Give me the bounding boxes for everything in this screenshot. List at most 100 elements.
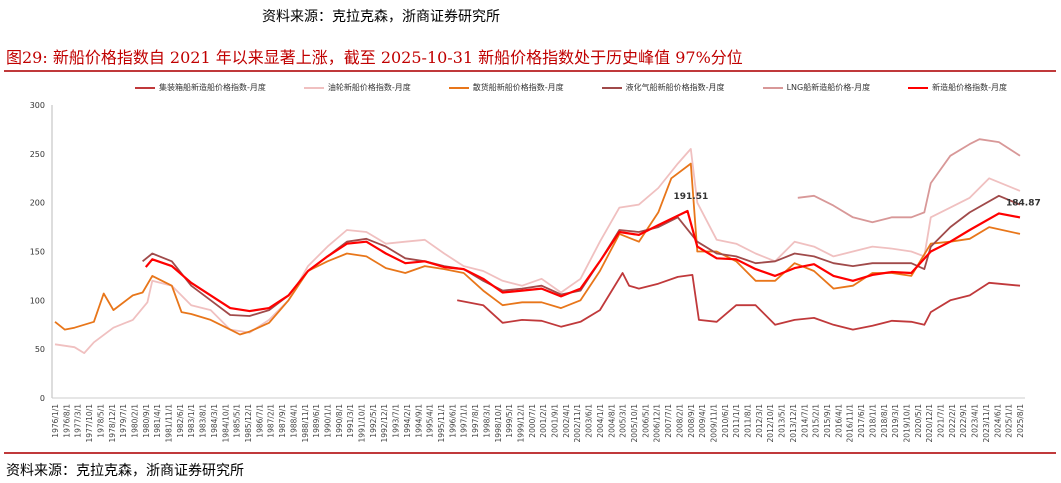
x-tick-label: 1990/8/1 bbox=[335, 404, 344, 438]
x-tick-label: 2009/4/1 bbox=[698, 404, 707, 438]
legend-item: 集装箱船新造船价格指数-月度 bbox=[135, 82, 266, 93]
legend-item: LNG船新造船价格-月度 bbox=[762, 82, 871, 93]
x-tick-label: 1981/4/1 bbox=[153, 404, 162, 438]
x-tick-label: 2021/7/1 bbox=[937, 404, 946, 438]
x-tick-label: 2012/3/1 bbox=[755, 404, 764, 438]
series-line bbox=[797, 138, 1021, 224]
x-tick-label: 1994/2/1 bbox=[403, 404, 412, 438]
x-tick-label: 1976/8/1 bbox=[62, 404, 71, 438]
x-tick-label: 1997/8/1 bbox=[471, 404, 480, 438]
legend-label: 新造船价格指数-月度 bbox=[932, 83, 1007, 92]
x-tick-label: 1983/8/1 bbox=[199, 404, 208, 438]
source-top: 资料来源：克拉克森，浙商证券研究所 bbox=[262, 9, 500, 25]
legend-label: 油轮新船价格指数-月度 bbox=[327, 83, 411, 92]
x-tick-label: 1998/10/1 bbox=[494, 404, 503, 443]
x-tick-label: 1989/6/1 bbox=[312, 404, 321, 438]
legend-swatch bbox=[303, 86, 324, 89]
series-line bbox=[457, 272, 1021, 331]
x-tick-label: 2006/12/1 bbox=[653, 404, 662, 443]
x-tick-label: 1999/5/1 bbox=[505, 404, 514, 438]
legend-label: 液化气船新船价格指数-月度 bbox=[625, 83, 725, 92]
legend-item: 液化气船新船价格指数-月度 bbox=[601, 82, 725, 93]
x-tick-label: 1987/9/1 bbox=[278, 404, 287, 438]
x-tick-label: 1978/12/1 bbox=[108, 404, 117, 443]
x-tick-label: 1998/3/1 bbox=[482, 404, 491, 438]
x-tick-label: 2018/8/1 bbox=[880, 404, 889, 438]
legend-swatch bbox=[762, 86, 783, 89]
x-tick-label: 1979/7/1 bbox=[119, 404, 128, 438]
x-tick-label: 2009/11/1 bbox=[709, 404, 718, 443]
x-tick-label: 2016/11/1 bbox=[846, 404, 855, 443]
x-tick-label: 1994/9/1 bbox=[414, 404, 423, 438]
x-tick-label: 2025/8/1 bbox=[1016, 404, 1025, 438]
x-tick-label: 2020/5/1 bbox=[914, 404, 923, 438]
source-bottom: 资料来源：克拉克森，浙商证券研究所 bbox=[6, 463, 244, 479]
legend-label: 集装箱船新造船价格指数-月度 bbox=[159, 83, 266, 92]
x-tick-label: 1988/4/1 bbox=[289, 404, 298, 438]
x-tick-label: 1984/10/1 bbox=[221, 404, 230, 443]
x-tick-label: 2001/9/1 bbox=[551, 404, 560, 438]
x-tick-label: 1976/1/1 bbox=[51, 404, 60, 438]
x-tick-label: 1992/5/1 bbox=[369, 404, 378, 438]
footer-divider bbox=[4, 452, 1056, 454]
x-tick-label: 2004/8/1 bbox=[607, 404, 616, 438]
x-tick-label: 1995/11/1 bbox=[437, 404, 446, 443]
x-tick-label: 2019/3/1 bbox=[891, 404, 900, 438]
x-tick-label: 2017/6/1 bbox=[857, 404, 866, 438]
x-tick-label: 1985/12/1 bbox=[244, 404, 253, 443]
x-tick-label: 1990/1/1 bbox=[323, 404, 332, 438]
legend-item: 新造船价格指数-月度 bbox=[908, 82, 1007, 93]
x-tick-label: 2000/7/1 bbox=[528, 404, 537, 438]
data-label: 191.51 bbox=[674, 192, 709, 202]
x-tick-label: 1980/2/1 bbox=[130, 404, 139, 438]
x-tick-label: 1996/6/1 bbox=[448, 404, 457, 438]
x-tick-label: 1988/11/1 bbox=[301, 404, 310, 443]
x-tick-label: 2018/1/1 bbox=[868, 404, 877, 438]
y-tick-label: 300 bbox=[30, 101, 45, 110]
x-tick-label: 2012/10/1 bbox=[766, 404, 775, 443]
series-line bbox=[144, 209, 1021, 313]
legend-item: 油轮新船价格指数-月度 bbox=[303, 82, 411, 93]
x-tick-label: 1980/9/1 bbox=[142, 404, 151, 438]
x-tick-label: 2007/7/1 bbox=[664, 404, 673, 438]
x-tick-label: 2002/11/1 bbox=[573, 404, 582, 443]
x-tick-label: 1977/10/1 bbox=[85, 404, 94, 443]
y-tick-label: 200 bbox=[30, 199, 45, 208]
x-tick-label: 2011/8/1 bbox=[744, 404, 753, 438]
x-tick-label: 2024/6/1 bbox=[993, 404, 1002, 438]
x-tick-label: 2003/6/1 bbox=[585, 404, 594, 438]
figure-title: 图29: 新船价格指数自 2021 年以来显著上涨，截至 2025-10-31 … bbox=[6, 48, 743, 67]
y-tick-label: 50 bbox=[35, 345, 45, 354]
x-tick-label: 2022/2/1 bbox=[948, 404, 957, 438]
x-tick-label: 1987/2/1 bbox=[267, 404, 276, 438]
x-tick-label: 2008/2/1 bbox=[675, 404, 684, 438]
x-tick-label: 1983/1/1 bbox=[187, 404, 196, 438]
x-tick-label: 1982/6/1 bbox=[176, 404, 185, 438]
x-tick-label: 2015/9/1 bbox=[823, 404, 832, 438]
legend-swatch bbox=[448, 86, 469, 89]
x-tick-label: 2002/4/1 bbox=[562, 404, 571, 438]
x-tick-label: 2023/11/1 bbox=[982, 404, 991, 443]
x-tick-label: 1984/3/1 bbox=[210, 404, 219, 438]
legend: 集装箱船新造船价格指数-月度 油轮新船价格指数-月度 散货船新船价格指数-月度 液化气… bbox=[135, 82, 1007, 93]
y-tick-label: 150 bbox=[30, 248, 45, 257]
legend-item: 散货船新船价格指数-月度 bbox=[448, 82, 564, 93]
x-tick-label: 1991/10/1 bbox=[358, 404, 367, 443]
legend-swatch bbox=[908, 86, 929, 89]
x-tick-label: 2022/9/1 bbox=[959, 404, 968, 438]
x-tick-label: 2011/1/1 bbox=[732, 404, 741, 438]
x-tick-label: 2020/12/1 bbox=[925, 404, 934, 443]
x-tick-label: 2005/10/1 bbox=[630, 404, 639, 443]
x-tick-label: 2004/1/1 bbox=[596, 404, 605, 438]
x-tick-label: 2025/1/1 bbox=[1005, 404, 1014, 438]
x-tick-label: 2005/3/1 bbox=[619, 404, 628, 438]
x-tick-label: 1991/3/1 bbox=[346, 404, 355, 438]
y-tick-label: 100 bbox=[30, 296, 45, 305]
legend-label: LNG船新造船价格-月度 bbox=[786, 83, 871, 92]
x-tick-label: 2014/7/1 bbox=[800, 404, 809, 438]
x-tick-label: 1999/12/1 bbox=[516, 404, 525, 443]
x-tick-label: 2016/4/1 bbox=[834, 404, 843, 438]
y-tick-label: 250 bbox=[30, 150, 45, 159]
x-tick-label: 2015/2/1 bbox=[812, 404, 821, 438]
